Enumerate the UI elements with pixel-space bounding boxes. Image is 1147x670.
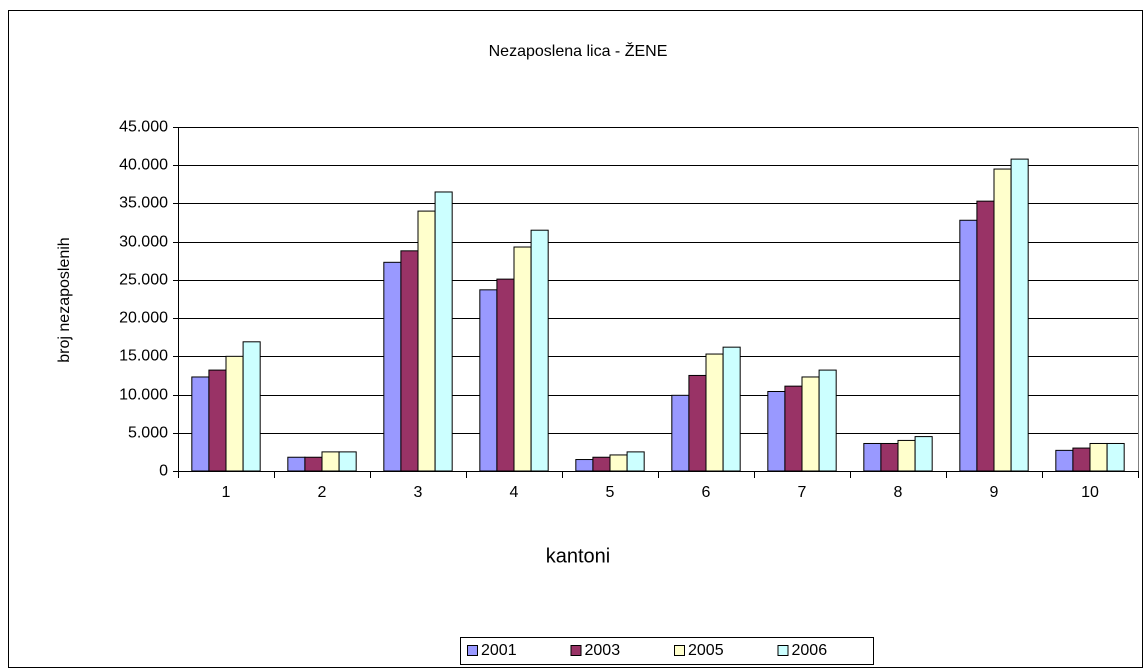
- bar: [496, 278, 515, 472]
- bar: [321, 451, 340, 472]
- bar: [287, 456, 306, 472]
- bar: [880, 442, 899, 472]
- bar: [897, 439, 916, 472]
- x-tick-label: 8: [894, 484, 903, 501]
- bar: [609, 454, 628, 472]
- legend-label: 2006: [792, 642, 828, 659]
- bar: [722, 346, 741, 472]
- x-tick-label: 5: [606, 484, 615, 501]
- y-tick-label: 15.000: [119, 348, 168, 365]
- bar: [1089, 442, 1108, 472]
- bar: [993, 168, 1012, 472]
- bar: [434, 191, 453, 472]
- y-tick-label: 25.000: [119, 272, 168, 289]
- legend-swatch: [777, 645, 789, 656]
- chart-title: Nezaposlena lica - ŽENE: [489, 41, 668, 60]
- x-tick-label: 1: [222, 484, 231, 501]
- bar: [671, 394, 690, 472]
- y-tick-label: 5.000: [128, 425, 168, 442]
- bar: [767, 390, 786, 472]
- bar: [626, 451, 645, 472]
- y-tick-label: 20.000: [119, 310, 168, 327]
- x-axis-label: kantoni: [546, 545, 611, 567]
- bar: [914, 436, 933, 472]
- y-tick-label: 35.000: [119, 195, 168, 212]
- bar: [1010, 158, 1029, 472]
- y-tick-label: 0: [159, 463, 168, 480]
- bar: [1072, 447, 1091, 472]
- bar: [304, 456, 323, 472]
- bar: [705, 353, 724, 472]
- bar: [959, 219, 978, 472]
- bar: [863, 442, 882, 472]
- bar: [383, 261, 402, 472]
- y-tick-label: 10.000: [119, 387, 168, 404]
- bar: [400, 250, 419, 472]
- bar: [688, 374, 707, 472]
- x-tick-label: 2: [318, 484, 327, 501]
- y-tick-label: 30.000: [119, 234, 168, 251]
- x-tick-label: 6: [702, 484, 711, 501]
- x-tick-label: 9: [990, 484, 999, 501]
- legend-swatch: [467, 645, 478, 656]
- bar: [191, 376, 210, 472]
- bar: [575, 459, 594, 472]
- legend-label: 2001: [481, 642, 517, 659]
- x-tick-label: 4: [510, 484, 519, 501]
- bar: [225, 355, 244, 472]
- bar: [976, 200, 995, 472]
- bar: [208, 369, 227, 472]
- bar: [530, 229, 549, 472]
- legend-swatch: [674, 645, 685, 656]
- legend-label: 2003: [585, 642, 621, 659]
- bar: [801, 376, 820, 472]
- bar: [513, 246, 532, 472]
- bar: [592, 456, 611, 472]
- x-tick-label: 7: [798, 484, 807, 501]
- legend-label: 2005: [688, 642, 724, 659]
- bar: [1055, 449, 1074, 472]
- bar: [338, 451, 357, 472]
- bar: [1106, 442, 1125, 472]
- bar: [417, 210, 436, 472]
- bar: [479, 289, 498, 472]
- y-axis-label: broj nezaposlenih: [56, 237, 73, 362]
- x-tick-label: 3: [414, 484, 423, 501]
- bar: [242, 341, 261, 472]
- bar: [784, 385, 803, 472]
- y-tick-label: 45.000: [119, 119, 168, 136]
- legend-box: [460, 637, 874, 665]
- bar: [818, 369, 837, 472]
- legend-swatch: [570, 645, 582, 656]
- y-tick-label: 40.000: [119, 157, 168, 174]
- x-tick-label: 10: [1081, 484, 1099, 501]
